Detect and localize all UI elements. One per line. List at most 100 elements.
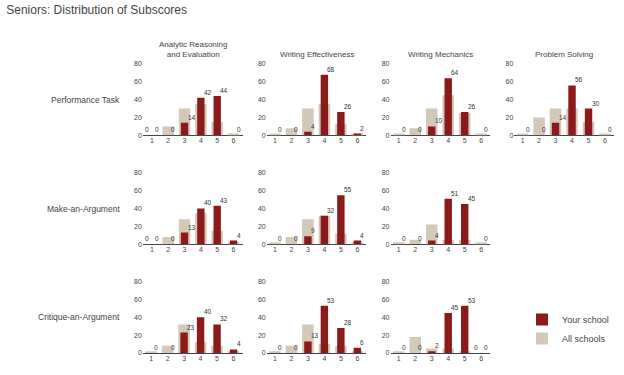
svg-text:60: 60 xyxy=(382,187,390,194)
svg-text:42: 42 xyxy=(204,89,212,96)
svg-text:2: 2 xyxy=(537,137,541,144)
svg-text:6: 6 xyxy=(232,355,236,362)
svg-text:1: 1 xyxy=(273,246,277,253)
svg-text:3: 3 xyxy=(183,137,187,144)
svg-text:6: 6 xyxy=(479,355,483,362)
svg-text:10: 10 xyxy=(435,117,443,124)
svg-text:40: 40 xyxy=(258,96,266,103)
svg-text:0: 0 xyxy=(138,349,142,356)
svg-text:0: 0 xyxy=(155,235,159,242)
svg-text:Make-an-Argument: Make-an-Argument xyxy=(47,204,120,214)
svg-text:5: 5 xyxy=(587,137,591,144)
svg-text:26: 26 xyxy=(344,103,352,110)
svg-text:4: 4 xyxy=(237,232,241,239)
svg-text:0: 0 xyxy=(262,132,266,139)
svg-text:6: 6 xyxy=(603,137,607,144)
svg-text:1: 1 xyxy=(397,246,401,253)
svg-text:60: 60 xyxy=(382,78,390,85)
svg-text:All schools: All schools xyxy=(562,334,606,344)
svg-text:26: 26 xyxy=(468,103,476,110)
svg-text:20: 20 xyxy=(258,332,266,339)
svg-text:80: 80 xyxy=(134,169,142,176)
svg-text:0: 0 xyxy=(294,126,298,133)
svg-text:0: 0 xyxy=(402,126,406,133)
svg-text:4: 4 xyxy=(446,355,450,362)
svg-text:Writing Effectiveness: Writing Effectiveness xyxy=(280,50,354,59)
svg-text:40: 40 xyxy=(134,205,142,212)
svg-text:4: 4 xyxy=(199,246,203,253)
svg-text:80: 80 xyxy=(134,278,142,285)
svg-text:6: 6 xyxy=(232,246,236,253)
svg-text:53: 53 xyxy=(468,297,476,304)
svg-text:20: 20 xyxy=(134,114,142,121)
svg-text:0: 0 xyxy=(484,235,488,242)
svg-text:Problem Solving: Problem Solving xyxy=(535,50,593,59)
svg-text:40: 40 xyxy=(134,314,142,321)
svg-text:5: 5 xyxy=(215,355,219,362)
svg-text:3: 3 xyxy=(182,355,186,362)
svg-text:28: 28 xyxy=(344,319,352,326)
svg-text:2: 2 xyxy=(413,137,417,144)
svg-text:3: 3 xyxy=(554,137,558,144)
svg-text:60: 60 xyxy=(506,78,514,85)
svg-text:3: 3 xyxy=(306,137,310,144)
svg-text:3: 3 xyxy=(430,355,434,362)
svg-text:44: 44 xyxy=(220,87,228,94)
svg-text:Performance Task: Performance Task xyxy=(51,95,120,105)
svg-text:0: 0 xyxy=(484,126,488,133)
svg-text:32: 32 xyxy=(327,207,335,214)
svg-text:80: 80 xyxy=(258,278,266,285)
svg-text:45: 45 xyxy=(451,304,459,311)
svg-text:0: 0 xyxy=(138,241,142,248)
svg-text:1: 1 xyxy=(397,355,401,362)
svg-text:60: 60 xyxy=(134,187,142,194)
svg-text:1: 1 xyxy=(273,355,277,362)
svg-text:2: 2 xyxy=(166,246,170,253)
svg-text:4: 4 xyxy=(199,137,203,144)
svg-text:40: 40 xyxy=(506,96,514,103)
svg-text:0: 0 xyxy=(418,126,422,133)
svg-text:23: 23 xyxy=(187,324,195,331)
svg-text:3: 3 xyxy=(430,137,434,144)
svg-text:43: 43 xyxy=(220,197,228,204)
svg-text:60: 60 xyxy=(258,187,266,194)
svg-text:6: 6 xyxy=(232,137,236,144)
svg-text:80: 80 xyxy=(382,278,390,285)
svg-text:1: 1 xyxy=(521,137,525,144)
svg-text:60: 60 xyxy=(258,296,266,303)
svg-text:4: 4 xyxy=(446,137,450,144)
svg-text:0: 0 xyxy=(262,241,266,248)
svg-text:80: 80 xyxy=(258,169,266,176)
svg-text:0: 0 xyxy=(474,344,478,351)
svg-text:20: 20 xyxy=(382,114,390,121)
svg-text:0: 0 xyxy=(171,235,175,242)
svg-text:4: 4 xyxy=(322,355,326,362)
svg-text:1: 1 xyxy=(397,137,401,144)
svg-text:3: 3 xyxy=(430,246,434,253)
svg-text:2: 2 xyxy=(360,125,364,132)
svg-text:4: 4 xyxy=(322,246,326,253)
svg-text:20: 20 xyxy=(134,332,142,339)
svg-text:3: 3 xyxy=(306,246,310,253)
svg-text:0: 0 xyxy=(386,132,390,139)
svg-text:5: 5 xyxy=(339,355,343,362)
svg-text:14: 14 xyxy=(188,114,196,121)
svg-text:20: 20 xyxy=(134,223,142,230)
svg-text:20: 20 xyxy=(382,223,390,230)
svg-text:30: 30 xyxy=(592,100,600,107)
svg-text:0: 0 xyxy=(171,126,175,133)
svg-text:5: 5 xyxy=(463,246,467,253)
svg-text:0: 0 xyxy=(526,126,530,133)
svg-text:60: 60 xyxy=(134,78,142,85)
svg-text:9: 9 xyxy=(311,227,315,234)
svg-text:13: 13 xyxy=(311,332,319,339)
svg-text:0: 0 xyxy=(145,235,149,242)
svg-text:45: 45 xyxy=(468,195,476,202)
svg-text:40: 40 xyxy=(382,205,390,212)
svg-text:13: 13 xyxy=(188,224,196,231)
svg-text:51: 51 xyxy=(451,190,459,197)
svg-text:53: 53 xyxy=(327,297,335,304)
svg-text:0: 0 xyxy=(402,235,406,242)
svg-text:0: 0 xyxy=(278,344,282,351)
svg-text:40: 40 xyxy=(258,205,266,212)
